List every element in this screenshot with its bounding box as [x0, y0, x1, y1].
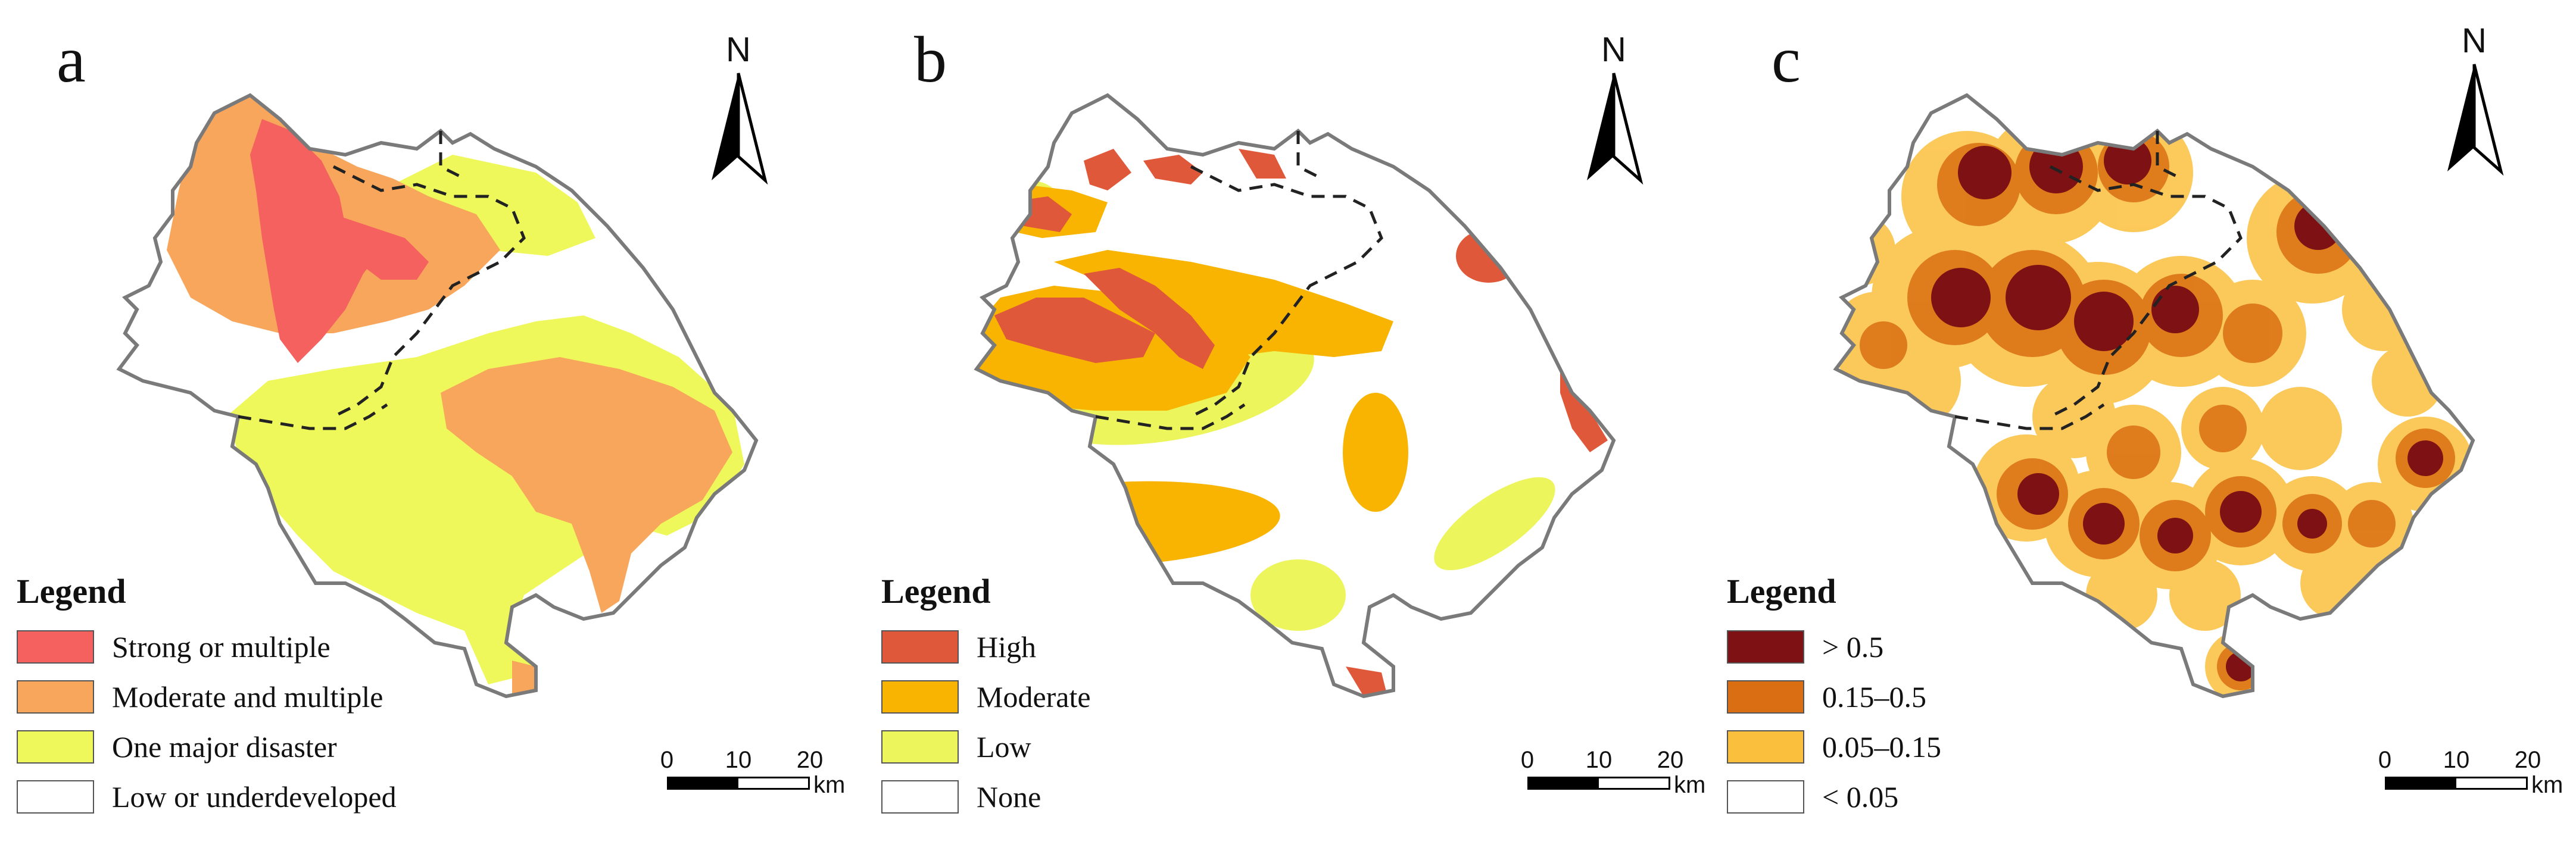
- density-map: [1715, 0, 2576, 854]
- legend-label: None: [977, 780, 1041, 814]
- zone-high: [1143, 155, 1203, 184]
- north-arrow: N: [2441, 24, 2507, 180]
- legend: Legend Strong or multiple Moderate and m…: [17, 571, 397, 822]
- zone-high: [1346, 667, 1387, 696]
- legend-item: High: [881, 622, 1091, 672]
- legend-swatch: [1727, 780, 1804, 814]
- scale-bar: 0 10 20 km: [2378, 747, 2576, 798]
- legend-label: Moderate and multiple: [112, 680, 383, 714]
- scale-tick: 0: [1520, 747, 1535, 773]
- panel-letter: a: [57, 23, 86, 96]
- legend-item: < 0.05: [1727, 772, 1941, 822]
- panel-letter: c: [1772, 23, 1801, 96]
- hazard-map: [857, 0, 1715, 854]
- scale-tick: 10: [1585, 747, 1613, 773]
- legend-label: Low: [977, 730, 1031, 764]
- legend-label: One major disaster: [112, 730, 337, 764]
- legend-label: > 0.5: [1822, 630, 1884, 664]
- legend-item: 0.05–0.15: [1727, 722, 1941, 772]
- scale-bar: 0 10 20 km: [660, 747, 869, 798]
- legend-swatch: [17, 730, 94, 764]
- scale-tick: 10: [2443, 747, 2470, 773]
- legend-swatch: [881, 780, 959, 814]
- scale-tick: 0: [660, 747, 674, 773]
- legend-label: 0.15–0.5: [1822, 680, 1926, 714]
- scale-tick: 10: [725, 747, 752, 773]
- hazard-map: [0, 0, 857, 854]
- scale-bar-graphic: [2385, 777, 2528, 790]
- north-arrow-icon: [2447, 64, 2504, 176]
- legend-swatch: [17, 630, 94, 664]
- north-label: N: [2462, 21, 2487, 60]
- north-arrow: N: [706, 33, 771, 189]
- legend-title: Legend: [881, 572, 991, 611]
- north-label: N: [726, 30, 751, 69]
- scale-unit: km: [2531, 772, 2563, 798]
- north-arrow: N: [1581, 33, 1646, 189]
- legend-swatch: [1727, 680, 1804, 714]
- panel-letter: b: [914, 23, 947, 96]
- legend-swatch: [881, 730, 959, 764]
- zone-high: [1084, 149, 1131, 190]
- scale-bar: 0 10 20 km: [1521, 747, 1730, 798]
- legend-label: 0.05–0.15: [1822, 730, 1941, 764]
- legend-item: Low: [881, 722, 1091, 772]
- panel-a: a N Legend Strong or multiple Moderate a…: [0, 0, 857, 854]
- legend-label: Low or underdeveloped: [112, 780, 397, 814]
- scale-tick: 20: [1657, 747, 1684, 773]
- legend-swatch: [17, 680, 94, 714]
- legend-label: < 0.05: [1822, 780, 1899, 814]
- legend-label: Moderate: [977, 680, 1091, 714]
- north-arrow-icon: [1587, 73, 1643, 185]
- legend-item: One major disaster: [17, 722, 397, 772]
- legend-item: Moderate: [881, 672, 1091, 722]
- zone-low: [1250, 559, 1346, 631]
- legend-item: Low or underdeveloped: [17, 772, 397, 822]
- legend-swatch: [1727, 630, 1804, 664]
- north-label: N: [1601, 30, 1626, 69]
- panel-c: c: [1715, 0, 2576, 854]
- zone-high: [994, 298, 1155, 363]
- zone-high: [1239, 149, 1286, 179]
- legend-title: Legend: [17, 572, 126, 611]
- legend-swatch: [1727, 730, 1804, 764]
- legend-title: Legend: [1727, 572, 1836, 611]
- north-arrow-icon: [712, 73, 768, 185]
- zone-moderate: [1343, 393, 1408, 512]
- legend-label: Strong or multiple: [112, 630, 330, 664]
- zone-low: [1434, 477, 1555, 571]
- zone-moderate: [1054, 250, 1393, 357]
- scale-tick: 20: [2514, 747, 2541, 773]
- scale-bar-graphic: [667, 777, 810, 790]
- legend-swatch: [17, 780, 94, 814]
- zone-strong-or-multiple: [250, 119, 429, 363]
- zone-moderate: [1518, 565, 1554, 601]
- scale-tick: 20: [796, 747, 824, 773]
- panel-b: b: [857, 0, 1715, 854]
- scale-tick: 0: [2378, 747, 2392, 773]
- scale-unit: km: [813, 772, 846, 798]
- zone-high: [1084, 268, 1215, 369]
- legend-label: High: [977, 630, 1036, 664]
- legend: Legend High Moderate Low None: [881, 571, 1091, 822]
- legend-swatch: [881, 630, 959, 664]
- scale-unit: km: [1674, 772, 1706, 798]
- legend-item: None: [881, 772, 1091, 822]
- legend-item: Strong or multiple: [17, 622, 397, 672]
- zone-moderate: [1003, 113, 1051, 161]
- legend-swatch: [881, 680, 959, 714]
- legend-item: > 0.5: [1727, 622, 1941, 672]
- legend: Legend > 0.5 0.15–0.5 0.05–0.15 < 0.05: [1727, 571, 1941, 822]
- scale-bar-graphic: [1527, 777, 1670, 790]
- legend-item: 0.15–0.5: [1727, 672, 1941, 722]
- legend-item: Moderate and multiple: [17, 672, 397, 722]
